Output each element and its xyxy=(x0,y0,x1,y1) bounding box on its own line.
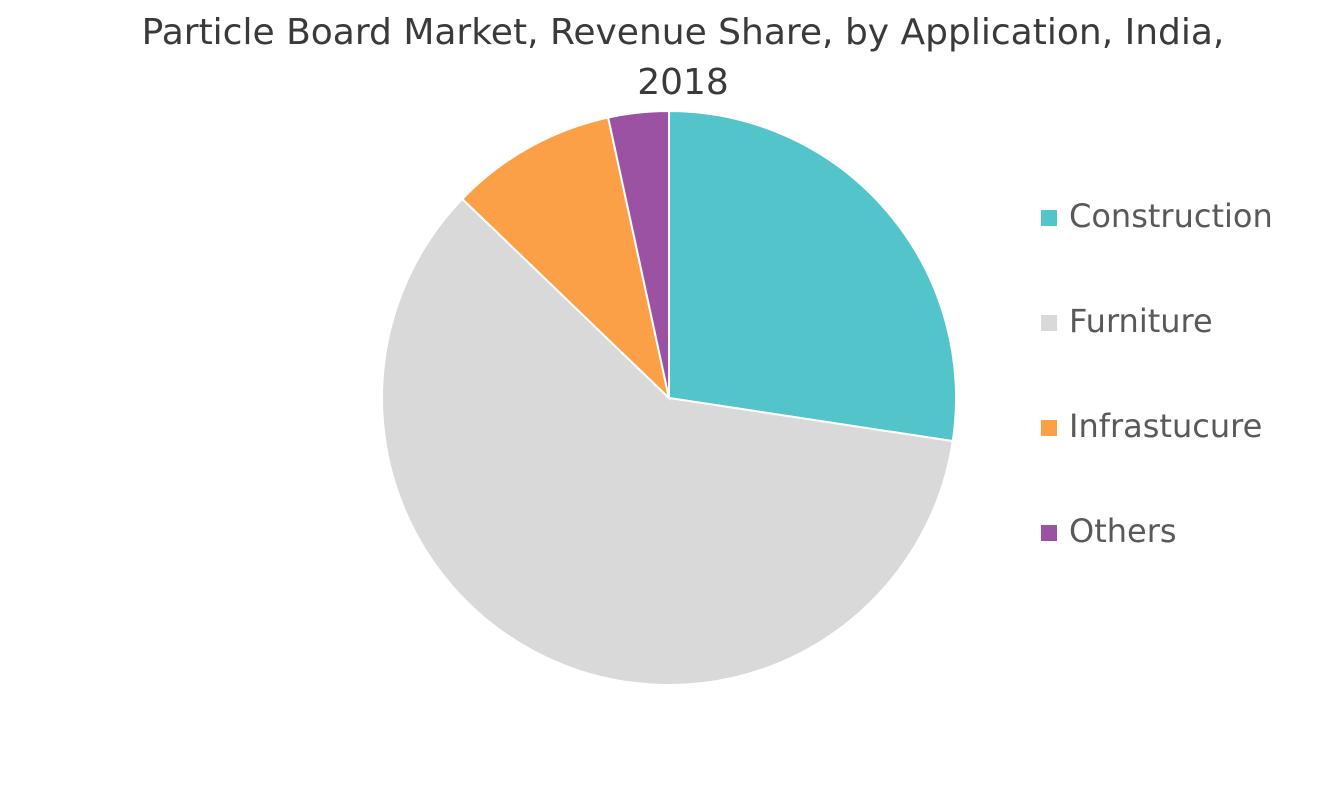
legend-label: Infrastucure xyxy=(1069,407,1262,445)
legend-swatch xyxy=(1041,210,1057,226)
pie-slice xyxy=(381,197,954,686)
legend-swatch xyxy=(1041,315,1057,331)
chart-title: Particle Board Market, Revenue Share, by… xyxy=(141,12,1225,103)
legend-label: Construction xyxy=(1069,197,1273,235)
pie-slice xyxy=(606,109,670,399)
legend-swatch xyxy=(1041,525,1057,541)
legend-label: Furniture xyxy=(1069,302,1213,340)
pie-slice xyxy=(668,109,957,443)
legend-swatch xyxy=(1041,420,1057,436)
pie-slice xyxy=(460,116,671,402)
legend-label: Others xyxy=(1069,512,1177,550)
